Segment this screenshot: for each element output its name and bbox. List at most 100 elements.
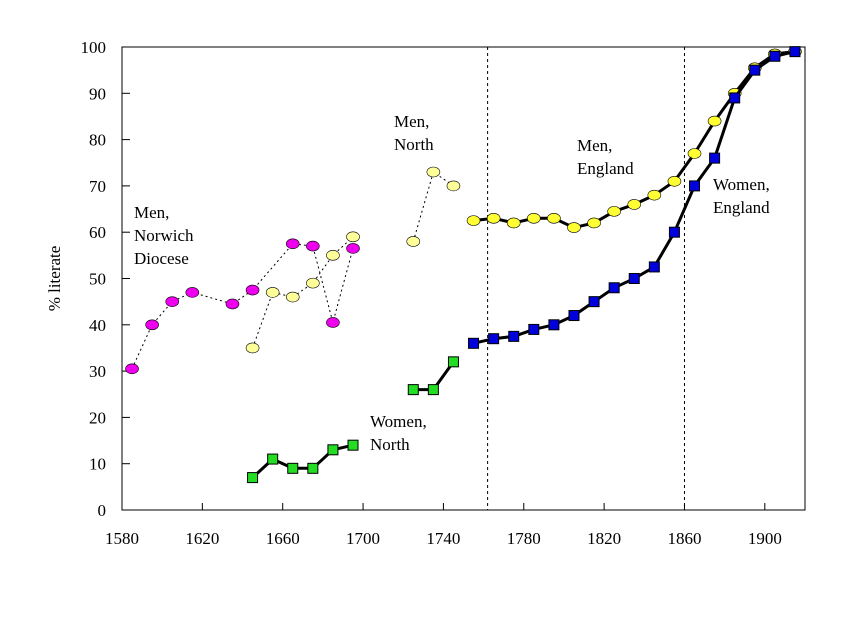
- reference-lines: [487, 47, 685, 510]
- y-tick-label: 10: [89, 455, 106, 474]
- data-point: [245, 284, 260, 296]
- series-3: [247, 356, 459, 484]
- data-point: [628, 273, 640, 284]
- data-point: [285, 291, 300, 303]
- data-point: [568, 310, 580, 322]
- y-tick-label: 50: [89, 270, 106, 289]
- annotation-line: Women,: [713, 175, 770, 194]
- data-point: [185, 287, 200, 298]
- data-point: [707, 115, 722, 127]
- data-point: [306, 277, 320, 289]
- series-2: [466, 46, 802, 233]
- data-point: [528, 323, 540, 335]
- data-point: [225, 298, 240, 310]
- data-point: [506, 217, 521, 229]
- data-point: [265, 287, 280, 298]
- data-point: [689, 180, 701, 192]
- x-tick-label: 1820: [587, 529, 621, 548]
- data-point: [125, 363, 139, 375]
- data-point: [648, 261, 660, 273]
- series-line: [131, 243, 354, 370]
- y-tick-label: 30: [89, 362, 106, 381]
- y-tick-label: 100: [81, 38, 107, 57]
- series-1: [245, 166, 461, 354]
- data-point: [307, 462, 319, 474]
- data-point: [587, 217, 601, 229]
- annotation-line: England: [577, 159, 634, 178]
- data-point: [347, 439, 359, 451]
- data-point: [468, 337, 480, 349]
- x-tick-label: 1700: [346, 529, 380, 548]
- annotation-line: England: [713, 198, 770, 217]
- data-point: [346, 243, 360, 254]
- data-point: [327, 444, 339, 456]
- data-point: [687, 148, 702, 159]
- annotation-2: Men, England: [577, 136, 634, 178]
- data-point: [627, 199, 642, 210]
- annotation-0: Men, Norwich Diocese: [134, 203, 194, 268]
- data-point: [346, 231, 360, 243]
- data-point: [326, 317, 340, 328]
- data-point: [407, 384, 419, 396]
- data-point: [547, 213, 561, 224]
- data-point: [285, 238, 300, 250]
- y-axis-label: % literate: [45, 246, 64, 312]
- data-point: [668, 226, 680, 238]
- x-tick-label: 1620: [185, 529, 219, 548]
- annotation-3: Women, England: [713, 175, 770, 217]
- data-point: [267, 453, 279, 465]
- data-point: [527, 213, 541, 224]
- series-0: [125, 238, 360, 375]
- annotation-line: North: [370, 435, 410, 454]
- annotation-1: Men, North: [394, 112, 434, 154]
- annotation-line: Women,: [370, 412, 427, 431]
- data-point: [145, 319, 159, 331]
- y-tick-label: 20: [89, 408, 106, 427]
- data-point: [607, 206, 621, 217]
- series-line: [412, 171, 454, 242]
- data-point: [427, 384, 439, 396]
- data-point: [447, 356, 459, 368]
- data-point: [306, 240, 320, 252]
- annotation-line: North: [394, 135, 434, 154]
- annotation-line: Men,: [394, 112, 429, 131]
- y-tick-label: 40: [89, 316, 106, 335]
- y-tick-label: 70: [89, 177, 106, 196]
- series-group: [125, 46, 802, 484]
- x-tick-label: 1740: [426, 529, 460, 548]
- series-line: [252, 236, 354, 349]
- x-tick-label: 1860: [667, 529, 701, 548]
- data-point: [588, 296, 600, 308]
- axes: 0 10 20 30 40 50 60 70 80 90 100 1580 1620 1660 1700 17…: [45, 38, 806, 548]
- x-tick-label: 1780: [507, 529, 541, 548]
- data-point: [426, 166, 441, 178]
- data-point: [548, 319, 560, 331]
- data-point: [789, 46, 801, 58]
- series-4: [468, 46, 801, 349]
- data-point: [406, 236, 421, 247]
- plot-frame: [121, 46, 806, 511]
- annotation-line: Men,: [134, 203, 169, 222]
- data-point: [508, 330, 520, 342]
- data-point: [486, 213, 501, 224]
- data-point: [446, 180, 461, 192]
- data-point: [245, 342, 260, 354]
- y-tick-label: 60: [89, 223, 106, 242]
- data-point: [488, 333, 500, 345]
- data-point: [647, 189, 662, 201]
- data-point: [326, 250, 340, 261]
- y-tick-label: 90: [89, 84, 106, 103]
- y-tick-label: 80: [89, 131, 106, 150]
- data-point: [247, 472, 259, 484]
- data-point: [769, 50, 781, 62]
- x-tick-label: 1660: [266, 529, 300, 548]
- data-point: [667, 175, 682, 187]
- x-tick-label: 1580: [105, 529, 139, 548]
- data-point: [287, 462, 299, 474]
- data-point: [749, 64, 761, 76]
- data-point: [567, 222, 581, 233]
- annotation-line: Diocese: [134, 249, 189, 268]
- y-tick-label: 0: [98, 501, 107, 520]
